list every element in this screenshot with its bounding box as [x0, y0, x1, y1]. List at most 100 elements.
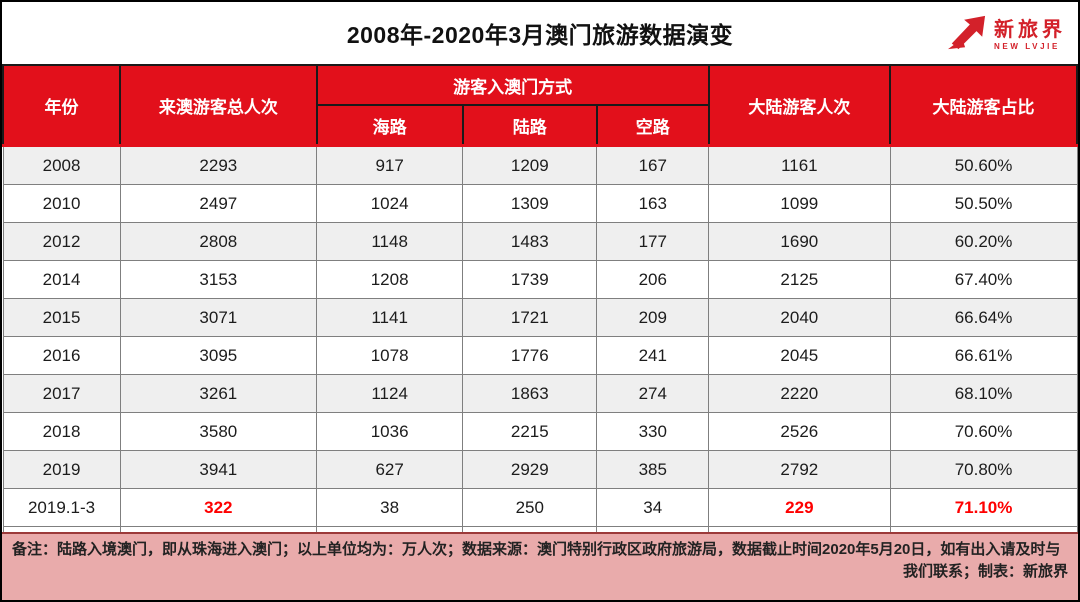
table-row: 2019.1-3 322 38 250 34 229 71.10% — [2, 488, 1078, 527]
spacer-cell — [889, 526, 1078, 532]
table-cell: 1776 — [462, 336, 598, 375]
table-cell: 3580 — [119, 412, 318, 451]
col-header-year: 年份 — [2, 64, 122, 147]
table-cell: 1024 — [316, 184, 464, 223]
title-bar: 2008年-2020年3月澳门旅游数据演变 新旅界 NEW LVJIE — [2, 2, 1078, 64]
col-header-sea: 海路 — [315, 104, 464, 147]
table-cell: 2040 — [708, 298, 891, 337]
table-cell: 2808 — [119, 222, 318, 261]
table-cell: 385 — [596, 450, 710, 489]
table-cell: 1739 — [462, 260, 598, 299]
table-cell: 1863 — [462, 374, 598, 413]
table-cell: 2018 — [2, 412, 121, 451]
table-cell: 2125 — [708, 260, 891, 299]
table-cell: 917 — [316, 145, 464, 185]
logo-name: 新旅界 — [994, 19, 1066, 41]
table-row: 2008 2293 917 1209 167 1161 50.60% — [2, 145, 1078, 185]
footnote-line2: 我们联系；制表：新旅界 — [902, 562, 1068, 580]
table-cell: 3261 — [119, 374, 318, 413]
col-header-air: 空路 — [595, 104, 710, 147]
table-cell: 34 — [596, 488, 710, 527]
table-cell: 2008 — [2, 145, 121, 185]
table-row: 2018 3580 1036 2215 330 2526 70.60% — [2, 412, 1078, 451]
table-cell: 3071 — [119, 298, 318, 337]
table-cell: 322 — [119, 488, 318, 527]
table-cell: 2010 — [2, 184, 121, 223]
table-cell: 1690 — [708, 222, 891, 261]
table-cell: 2497 — [119, 184, 318, 223]
table-row: 2014 3153 1208 1739 206 2125 67.40% — [2, 260, 1078, 299]
table-cell: 3941 — [119, 450, 318, 489]
col-header-land: 陆路 — [461, 104, 598, 147]
table-body: 2008 2293 917 1209 167 1161 50.60% 2010 2497 1024… — [2, 145, 1078, 532]
brand-logo: 新旅界 NEW LVJIE — [946, 14, 1066, 57]
table-cell: 1124 — [316, 374, 464, 413]
table-cell: 163 — [596, 184, 710, 223]
table-cell: 1148 — [316, 222, 464, 261]
table-cell: 2215 — [462, 412, 598, 451]
table-cell: 241 — [596, 336, 710, 375]
table-cell: 1099 — [708, 184, 891, 223]
table-cell: 1036 — [316, 412, 464, 451]
col-header-total-visitors: 来澳游客总人次 — [119, 64, 318, 147]
table-cell: 2045 — [708, 336, 891, 375]
footnote: 备注：陆路入境澳门，即从珠海进入澳门；以上单位均为：万人次；数据来源：澳门特别行… — [2, 532, 1078, 600]
col-header-mainland-share: 大陆游客占比 — [889, 64, 1078, 147]
table-cell: 50.50% — [889, 184, 1078, 223]
table-cell: 2016 — [2, 336, 121, 375]
table-row: 2010 2497 1024 1309 163 1099 50.50% — [2, 184, 1078, 223]
logo-text: 新旅界 NEW LVJIE — [994, 20, 1066, 51]
table-cell: 2293 — [119, 145, 318, 185]
col-header-mainland-visitors: 大陆游客人次 — [707, 64, 892, 147]
table-row: 2016 3095 1078 1776 241 2045 66.61% — [2, 336, 1078, 375]
col-group-entry-method: 游客入澳门方式 — [315, 64, 710, 106]
table-cell: 2929 — [462, 450, 598, 489]
table-cell: 167 — [596, 145, 710, 185]
table-header: 年份 来澳游客总人次 游客入澳门方式 大陆游客人次 大陆游客占比 海路 陆路 空… — [2, 64, 1078, 147]
table-cell: 2019.1-3 — [2, 488, 121, 527]
table-cell: 2014 — [2, 260, 121, 299]
table-cell: 68.10% — [889, 374, 1078, 413]
table-cell: 2019 — [2, 450, 121, 489]
macau-tourism-table: 年份 来澳游客总人次 游客入澳门方式 大陆游客人次 大陆游客占比 海路 陆路 空… — [2, 64, 1078, 532]
table-cell: 330 — [596, 412, 710, 451]
table-cell: 66.64% — [889, 298, 1078, 337]
table-cell: 1483 — [462, 222, 598, 261]
table-cell: 71.10% — [889, 488, 1078, 527]
table-row: 2012 2808 1148 1483 177 1690 60.20% — [2, 222, 1078, 261]
table-cell: 66.61% — [889, 336, 1078, 375]
table-cell: 70.60% — [889, 412, 1078, 451]
table-cell: 274 — [596, 374, 710, 413]
footnote-line1: 备注：陆路入境澳门，即从珠海进入澳门；以上单位均为：万人次；数据来源：澳门特别行… — [12, 541, 1061, 558]
logo-subtitle: NEW LVJIE — [994, 42, 1060, 51]
table-cell: 67.40% — [889, 260, 1078, 299]
table-cell: 1209 — [462, 145, 598, 185]
page-title: 2008年-2020年3月澳门旅游数据演变 — [346, 22, 734, 48]
table-cell: 1721 — [462, 298, 598, 337]
table-cell: 50.60% — [889, 145, 1078, 185]
table-cell: 1161 — [708, 145, 891, 185]
table-cell: 209 — [596, 298, 710, 337]
table-row: 2015 3071 1141 1721 209 2040 66.64% — [2, 298, 1078, 337]
table-cell: 1208 — [316, 260, 464, 299]
table-cell: 206 — [596, 260, 710, 299]
table-row: 2017 3261 1124 1863 274 2220 68.10% — [2, 374, 1078, 413]
table-cell: 2526 — [708, 412, 891, 451]
table-cell: 2792 — [708, 450, 891, 489]
table-cell: 229 — [708, 488, 891, 527]
table-cell: 3095 — [119, 336, 318, 375]
table-cell: 3153 — [119, 260, 318, 299]
table-cell: 1141 — [316, 298, 464, 337]
table-cell: 250 — [462, 488, 598, 527]
table-cell: 2220 — [708, 374, 891, 413]
table-cell: 60.20% — [889, 222, 1078, 261]
table-cell: 38 — [316, 488, 464, 527]
table-cell: 2015 — [2, 298, 121, 337]
table-cell: 1078 — [316, 336, 464, 375]
table-cell: 2017 — [2, 374, 121, 413]
table-cell: 177 — [596, 222, 710, 261]
table-cell: 1309 — [462, 184, 598, 223]
spacer-cell — [2, 526, 121, 532]
table-cell: 70.80% — [889, 450, 1078, 489]
